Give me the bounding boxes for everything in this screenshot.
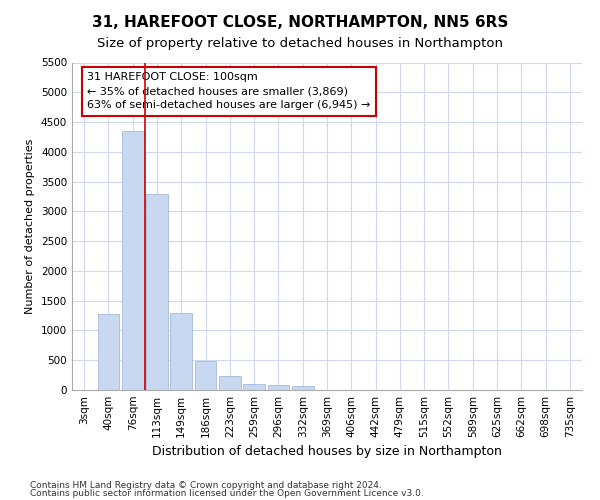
Bar [97, 314, 119, 390]
Bar [170, 313, 192, 390]
X-axis label: Distribution of detached houses by size in Northampton: Distribution of detached houses by size … [152, 446, 502, 458]
Bar [122, 131, 143, 390]
Text: 31, HAREFOOT CLOSE, NORTHAMPTON, NN5 6RS: 31, HAREFOOT CLOSE, NORTHAMPTON, NN5 6RS [92, 15, 508, 30]
Text: 31 HAREFOOT CLOSE: 100sqm
← 35% of detached houses are smaller (3,869)
63% of se: 31 HAREFOOT CLOSE: 100sqm ← 35% of detac… [88, 72, 371, 110]
Y-axis label: Number of detached properties: Number of detached properties [25, 138, 35, 314]
Bar [243, 384, 265, 390]
Bar [292, 386, 314, 390]
Text: Contains public sector information licensed under the Open Government Licence v3: Contains public sector information licen… [30, 489, 424, 498]
Bar [268, 385, 289, 390]
Text: Contains HM Land Registry data © Crown copyright and database right 2024.: Contains HM Land Registry data © Crown c… [30, 480, 382, 490]
Text: Size of property relative to detached houses in Northampton: Size of property relative to detached ho… [97, 38, 503, 51]
Bar [219, 376, 241, 390]
Bar [146, 194, 168, 390]
Bar [194, 362, 217, 390]
